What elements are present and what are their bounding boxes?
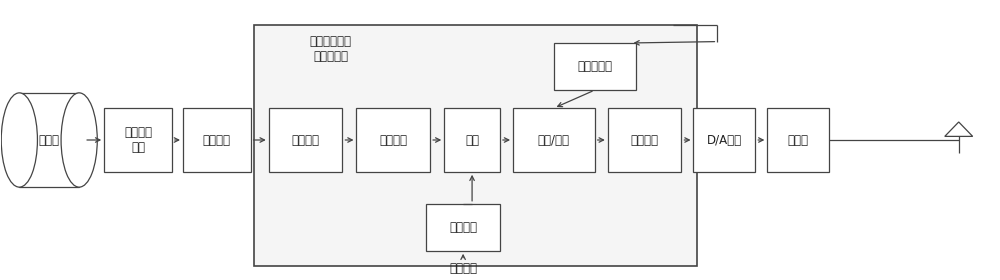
FancyBboxPatch shape xyxy=(693,108,755,172)
Polygon shape xyxy=(945,122,973,136)
Text: 上变频: 上变频 xyxy=(788,134,809,146)
Text: 并串转换: 并串转换 xyxy=(631,134,659,146)
FancyBboxPatch shape xyxy=(356,108,430,172)
Ellipse shape xyxy=(1,93,37,187)
Text: 数据源: 数据源 xyxy=(39,134,60,146)
Text: 数据分组: 数据分组 xyxy=(203,134,231,146)
FancyBboxPatch shape xyxy=(426,204,500,251)
Text: D/A变换: D/A变换 xyxy=(707,134,742,146)
FancyBboxPatch shape xyxy=(19,93,79,187)
FancyBboxPatch shape xyxy=(183,108,251,172)
Text: 数据流控制: 数据流控制 xyxy=(577,60,612,73)
FancyBboxPatch shape xyxy=(254,25,697,266)
Text: 加权: 加权 xyxy=(465,134,479,146)
Text: 数字基带
映射: 数字基带 映射 xyxy=(124,126,152,154)
Text: 系数生成: 系数生成 xyxy=(449,221,477,234)
Ellipse shape xyxy=(61,93,97,187)
Text: 累加/转储: 累加/转储 xyxy=(538,134,570,146)
Text: 循环移位: 循环移位 xyxy=(379,134,407,146)
FancyBboxPatch shape xyxy=(767,108,829,172)
Text: 扩展加权分数
傅里叶变换: 扩展加权分数 傅里叶变换 xyxy=(309,35,351,63)
FancyBboxPatch shape xyxy=(513,108,595,172)
Text: 参数输入: 参数输入 xyxy=(449,262,477,275)
FancyBboxPatch shape xyxy=(554,43,636,90)
FancyBboxPatch shape xyxy=(269,108,342,172)
FancyBboxPatch shape xyxy=(104,108,172,172)
Text: 串并转换: 串并转换 xyxy=(292,134,320,146)
FancyBboxPatch shape xyxy=(608,108,681,172)
FancyBboxPatch shape xyxy=(444,108,500,172)
